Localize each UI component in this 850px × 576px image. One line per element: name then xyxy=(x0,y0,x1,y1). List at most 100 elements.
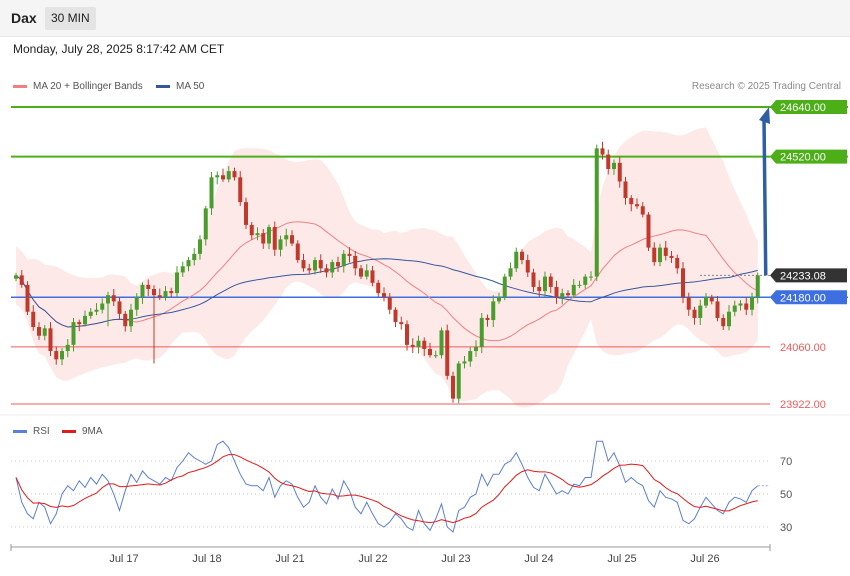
candle-body xyxy=(704,297,708,306)
candle-body xyxy=(330,262,335,273)
level-label-5: 23922.00 xyxy=(780,399,826,411)
candle-body xyxy=(681,268,685,298)
candle-body xyxy=(640,206,645,215)
candle-body xyxy=(42,328,47,336)
legend-ma20: MA 20 + Bollinger Bands xyxy=(13,81,143,92)
candle-body xyxy=(221,175,225,180)
candle-body xyxy=(307,268,312,271)
timeframe-button[interactable]: 30 MIN xyxy=(45,7,96,30)
candle-body xyxy=(715,301,720,318)
candle-body xyxy=(560,293,565,298)
candle-body xyxy=(692,309,697,318)
candle-body xyxy=(744,303,749,310)
candle-body xyxy=(439,330,444,356)
candle-body xyxy=(451,375,455,399)
candle-body xyxy=(491,301,496,321)
candle-body xyxy=(583,276,588,285)
candle-body xyxy=(140,284,145,298)
candle-body xyxy=(336,262,340,267)
candle-body xyxy=(192,253,197,261)
candle-body xyxy=(376,282,381,294)
candle-body xyxy=(157,295,162,298)
candle-body xyxy=(663,247,668,256)
candle-body xyxy=(180,266,185,273)
candle-body xyxy=(209,177,214,209)
candle-body xyxy=(405,324,409,345)
candle-body xyxy=(617,162,622,182)
candle-body xyxy=(14,275,18,279)
level-label-0: 24640.00 xyxy=(780,102,826,114)
x-tick-label: Jul 17 xyxy=(109,553,138,565)
candle-body xyxy=(301,260,306,269)
rsi-line xyxy=(15,440,759,533)
forecast-arrow xyxy=(762,117,768,276)
candle-body xyxy=(721,317,726,327)
copyright-label: Research © 2025 Trading Central xyxy=(691,81,841,92)
candle-body xyxy=(152,289,156,296)
candle-body xyxy=(284,235,289,240)
candle-body xyxy=(462,361,467,364)
candle-body xyxy=(456,363,461,399)
level-tag-3 xyxy=(770,290,847,305)
rsi-tick-30: 30 xyxy=(780,522,792,534)
candle-body xyxy=(652,247,657,263)
candle-body xyxy=(129,309,133,327)
candle-body xyxy=(255,233,260,236)
candle-body xyxy=(675,257,680,269)
candle-body xyxy=(249,224,254,236)
level-label-1: 24520.00 xyxy=(780,152,826,164)
candle-body xyxy=(295,243,300,261)
rsi-ma-line xyxy=(15,454,758,524)
level-label-4: 24060.00 xyxy=(780,342,826,354)
x-tick-label: Jul 26 xyxy=(690,553,719,565)
candle-body xyxy=(111,295,116,302)
candle-body xyxy=(531,272,536,287)
candle-body xyxy=(134,297,139,310)
candle-body xyxy=(54,351,59,360)
candle-body xyxy=(244,202,248,225)
candle-body xyxy=(554,286,559,298)
candle-body xyxy=(267,226,271,244)
candle-body xyxy=(48,328,53,352)
candle-body xyxy=(658,247,662,263)
candle-body xyxy=(19,275,24,285)
candle-body xyxy=(422,340,427,349)
candle-body xyxy=(215,175,220,178)
candle-body xyxy=(709,297,714,302)
candle-body xyxy=(163,291,168,298)
candle-body xyxy=(324,268,329,273)
x-tick-label: Jul 22 xyxy=(358,553,387,565)
candle-body xyxy=(83,315,87,325)
candle-body xyxy=(175,272,179,294)
candle-body xyxy=(370,270,375,283)
candle-body xyxy=(382,293,386,298)
candle-body xyxy=(497,297,501,302)
candle-body xyxy=(468,351,473,362)
candle-body xyxy=(669,255,674,258)
rsi-tick-50: 50 xyxy=(780,489,792,501)
candle-body xyxy=(31,311,36,328)
candle-body xyxy=(485,317,490,321)
symbol-label: Dax xyxy=(11,10,37,26)
candle-body xyxy=(278,239,283,250)
candle-body xyxy=(238,177,243,203)
candle-body xyxy=(543,276,547,292)
candle-body xyxy=(341,253,346,267)
candle-body xyxy=(445,330,450,376)
candle-body xyxy=(387,297,392,310)
legend-rsi: RSI xyxy=(13,426,50,437)
candle-body xyxy=(318,260,323,269)
candle-body xyxy=(117,301,122,314)
candle-body xyxy=(732,305,737,312)
candle-body xyxy=(629,198,634,205)
candle-body xyxy=(612,162,616,170)
candle-body xyxy=(548,276,553,287)
candle-body xyxy=(416,340,421,347)
rsi-tick-70: 70 xyxy=(780,456,792,468)
candle-body xyxy=(577,284,582,286)
header-bar: Dax 30 MIN xyxy=(0,0,850,37)
candle-body xyxy=(77,322,82,325)
candle-body xyxy=(60,351,64,360)
